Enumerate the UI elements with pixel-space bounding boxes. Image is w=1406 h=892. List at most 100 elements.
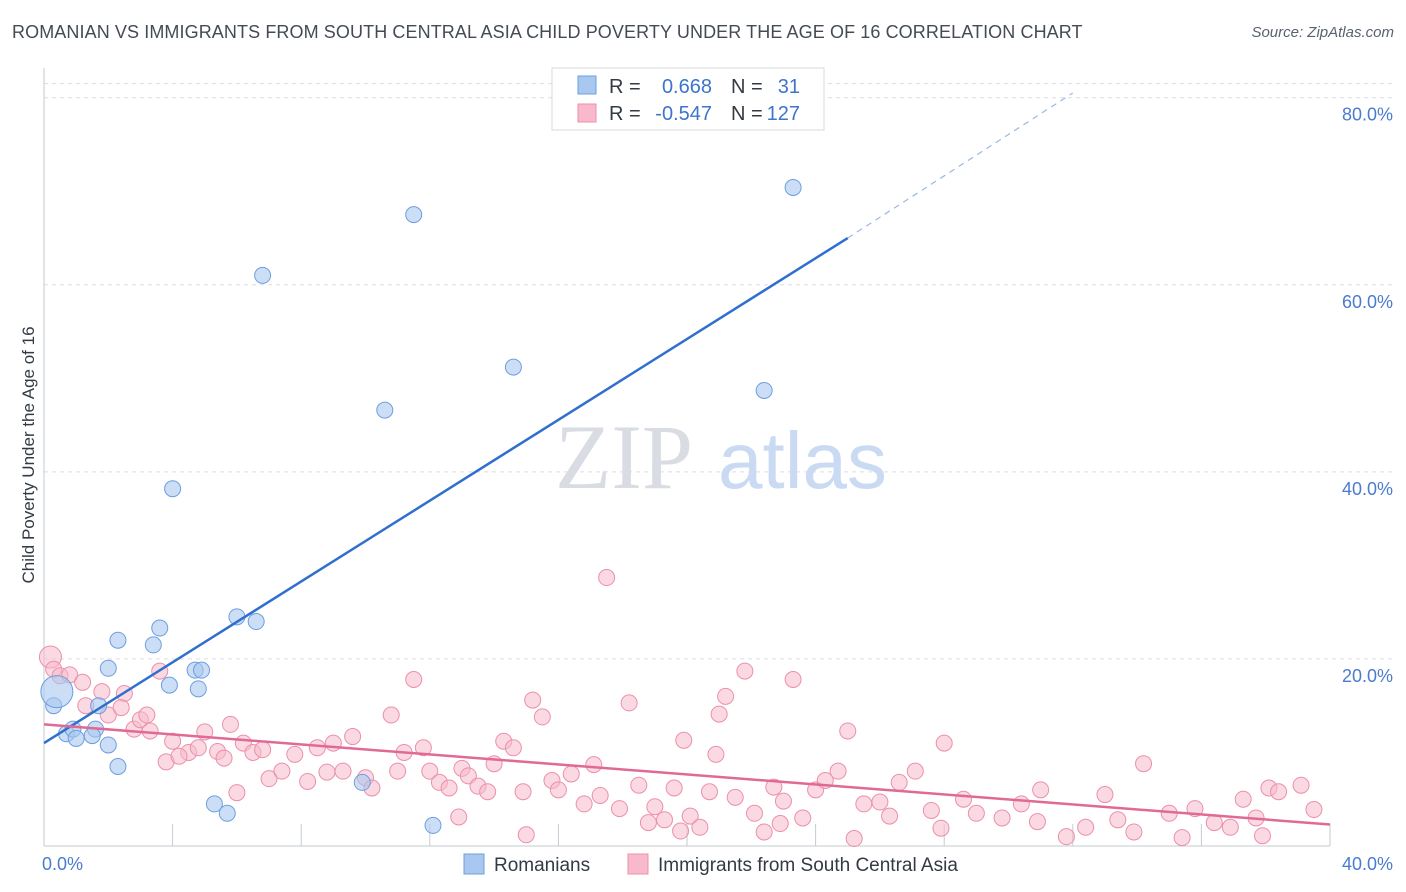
chart-title: ROMANIAN VS IMMIGRANTS FROM SOUTH CENTRA… [12, 22, 1083, 42]
pink-point [533, 708, 551, 726]
pink-point [514, 783, 532, 801]
bottom-legend-label-blue: Romanians [494, 855, 590, 876]
pink-point [524, 691, 542, 709]
blue-point [189, 680, 207, 698]
blue-point [67, 729, 85, 747]
legend-r-label-blue: R = [609, 76, 641, 98]
y-tick-label: 80.0% [1342, 105, 1393, 125]
legend-n-value-pink: 127 [767, 103, 800, 125]
blue-point [90, 697, 108, 715]
blue-point [254, 266, 272, 284]
pink-trend-line [43, 723, 1331, 826]
y-axis-label: Child Poverty Under the Age of 16 [19, 326, 38, 583]
pink-point [334, 762, 352, 780]
pink-point [672, 822, 690, 840]
pink-point [260, 770, 278, 788]
pink-point [1173, 829, 1191, 847]
pink-point [675, 731, 693, 749]
pink-series-points [38, 569, 1323, 848]
trend-lines [43, 92, 1331, 826]
pink-point [74, 673, 92, 691]
blue-point [193, 661, 211, 679]
pink-point [1234, 790, 1252, 808]
pink-point [710, 705, 728, 723]
pink-point [736, 662, 754, 680]
pink-point [993, 809, 1011, 827]
bottom-legend: Romanians Immigrants from South Central … [463, 853, 958, 876]
watermark-atlas: atlas [718, 416, 887, 505]
pink-point [839, 722, 857, 740]
pink-point [954, 790, 972, 808]
pink-point [1109, 811, 1127, 829]
pink-point [610, 800, 628, 818]
pink-point [932, 819, 950, 837]
pink-point [421, 762, 439, 780]
pink-point [871, 793, 889, 811]
pink-point [829, 762, 847, 780]
pink-point [890, 773, 908, 791]
pink-point [228, 784, 246, 802]
blue-point [99, 659, 117, 677]
blue-point [205, 795, 223, 813]
pink-point [141, 722, 159, 740]
legend-n-value-blue: 31 [778, 76, 800, 98]
pink-point [1292, 776, 1310, 794]
pink-point [382, 706, 400, 724]
legend-r-label-pink: R = [609, 103, 641, 125]
pink-point [450, 808, 468, 826]
blue-point [755, 381, 773, 399]
watermark-zip: ZIP [555, 406, 693, 508]
pink-point [967, 804, 985, 822]
blue-point [164, 480, 182, 498]
pink-point [1305, 801, 1323, 819]
pink-point [845, 830, 863, 848]
blue-point [353, 773, 371, 791]
tick-labels: 20.0% 40.0% 60.0% 80.0% 0.0% 40.0% [42, 105, 1393, 874]
pink-point [922, 801, 940, 819]
pink-point [726, 788, 744, 806]
grid-lines [44, 83, 1392, 660]
pink-point [646, 798, 664, 816]
legend-swatch-blue [577, 75, 597, 95]
pink-point [1253, 827, 1271, 845]
blue-point [784, 179, 802, 197]
pink-point [504, 739, 522, 757]
legend-box: R = 0.668 N = 31 R = -0.547 N = 127 [551, 67, 825, 131]
x-tick-label: 0.0% [42, 854, 83, 874]
pink-point [308, 739, 326, 757]
bottom-legend-swatch-blue [463, 853, 485, 875]
pink-point [717, 687, 735, 705]
pink-point [1032, 781, 1050, 799]
pink-point [755, 823, 773, 841]
pink-point [549, 781, 567, 799]
pink-point [630, 776, 648, 794]
pink-point [665, 779, 683, 797]
pink-point [286, 745, 304, 763]
source-credit: Source: ZipAtlas.com [1251, 24, 1394, 41]
pink-point [189, 739, 207, 757]
blue-point [83, 727, 101, 745]
pink-point [771, 815, 789, 833]
pink-point [655, 811, 673, 829]
pink-point [591, 786, 609, 804]
blue-point [99, 736, 117, 754]
pink-point [746, 804, 764, 822]
blue-point [40, 675, 74, 709]
pink-point [598, 569, 616, 587]
y-tick-label: 20.0% [1342, 666, 1393, 686]
pink-point [784, 671, 802, 689]
pink-point [170, 747, 188, 765]
pink-point [707, 745, 725, 763]
pink-point [1096, 786, 1114, 804]
blue-point [504, 358, 522, 376]
legend-swatch-pink [577, 103, 597, 123]
pink-point [794, 809, 812, 827]
blue-point [144, 636, 162, 654]
legend-r-value-blue: 0.668 [662, 76, 712, 98]
y-tick-label: 60.0% [1342, 292, 1393, 312]
pink-point [221, 715, 239, 733]
blue-trend-line [43, 236, 849, 745]
pink-point [562, 765, 580, 783]
pink-point [273, 762, 291, 780]
